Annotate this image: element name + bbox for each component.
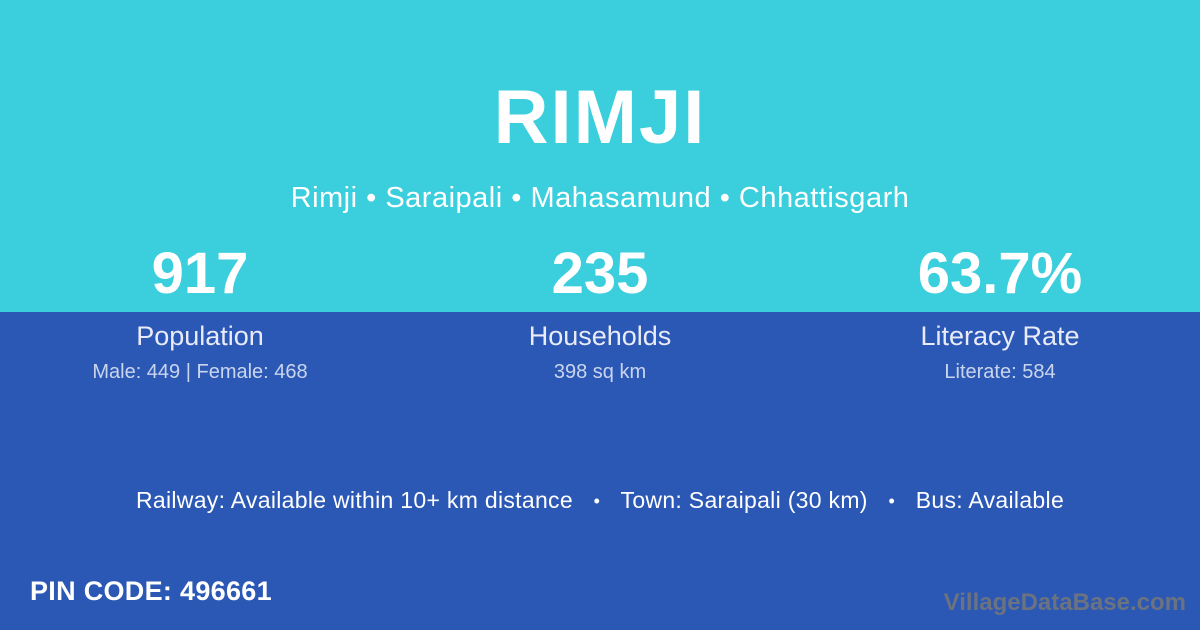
population-label: Population [136,321,264,351]
literacy-value: 63.7% [917,241,1083,306]
breadcrumb: Rimji • Saraipali • Mahasamund • Chhatti… [290,182,910,214]
town-info: Town: Saraipali (30 km) [620,487,868,513]
pin-code-label: PIN CODE: [30,576,173,606]
pin-code: PIN CODE: 496661 [30,576,272,607]
header-section: RIMJI Rimji • Saraipali • Mahasamund • C… [0,0,1200,312]
page-title: RIMJI [493,75,707,160]
households-detail: 398 sq km [553,361,647,383]
pin-code-value: 496661 [180,576,272,606]
separator-dot: • [593,491,601,511]
details-section [0,312,1200,630]
households-value: 235 [551,241,649,306]
households-label: Households [528,321,672,351]
stat-literacy: 63.7% Literacy Rate Literate: 584 [800,241,1200,383]
watermark-brand: VillageDataBase.com [943,589,1186,616]
population-detail: Male: 449 | Female: 468 [92,361,308,383]
literacy-detail: Literate: 584 [944,361,1056,383]
bus-info: Bus: Available [915,487,1065,513]
railway-info: Railway: Available within 10+ km distanc… [135,487,573,513]
transport-info-line: Railway: Available within 10+ km distanc… [0,487,1200,514]
population-value: 917 [151,241,249,306]
stat-households: 235 Households 398 sq km [400,241,800,383]
stat-population: 917 Population Male: 449 | Female: 468 [0,241,400,383]
separator-dot: • [888,491,896,511]
stats-row: 917 Population Male: 449 | Female: 468 2… [0,241,1200,383]
literacy-label: Literacy Rate [920,321,1080,351]
